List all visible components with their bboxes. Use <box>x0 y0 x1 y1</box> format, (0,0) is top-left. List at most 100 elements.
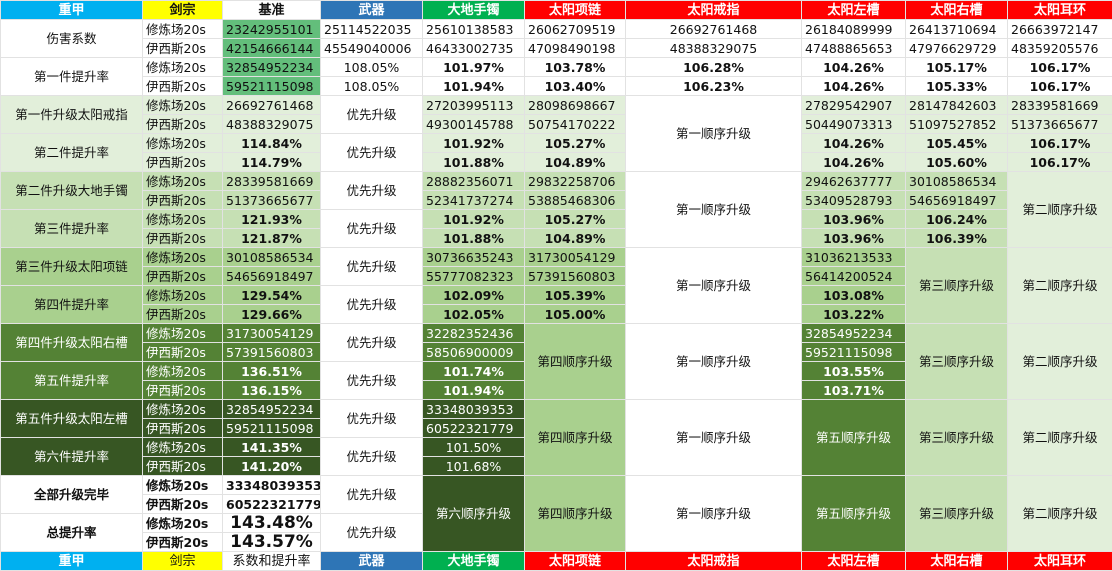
order-cell: 第六顺序升级 <box>422 475 525 552</box>
mode-label: 修炼场20s <box>142 57 223 77</box>
cell-value: 103.96% <box>801 209 906 229</box>
mode-label: 伊西斯20s <box>142 342 223 362</box>
cell-value: 51097527852 <box>905 114 1008 134</box>
cell-value: 106.28% <box>625 57 802 77</box>
priority-cell: 优先升级 <box>320 361 423 400</box>
order-cell: 第四顺序升级 <box>524 323 626 400</box>
row-label-inc3: 第三件提升率 <box>0 209 143 248</box>
cell-value: 47976629729 <box>905 38 1008 58</box>
cell-value: 106.17% <box>1007 76 1112 96</box>
cell-value: 105.27% <box>524 209 626 229</box>
table-row: 伊西斯20s 136.15% 101.94% 103.71% <box>1 380 1112 400</box>
table-row: 伊西斯20s 57391560803 58506900009 595211150… <box>1 342 1112 362</box>
table-row: 伊西斯20s 60522321779 <box>1 494 1112 514</box>
row-label-up4: 第四件升级太阳右槽 <box>0 323 143 362</box>
priority-cell: 优先升级 <box>320 323 423 362</box>
cell-value: 114.84% <box>222 133 321 153</box>
table-row: 伤害系数 修炼场20s 23242955101 25114522035 2561… <box>0 19 1112 58</box>
footer-subclass: 剑宗 <box>142 551 223 571</box>
table-row: 伊西斯20s 48388329075 49300145788 507541702… <box>1 114 1112 134</box>
cell-value: 59521115098 <box>222 418 321 438</box>
mode-label: 伊西斯20s <box>142 228 223 248</box>
mode-label: 修炼场20s <box>142 323 223 343</box>
cell-value: 32854952234 <box>801 323 906 343</box>
cell-value: 101.74% <box>422 361 525 381</box>
cell-value: 31036213533 <box>801 247 906 267</box>
cell-value: 104.26% <box>801 152 906 172</box>
order-cell: 第三顺序升级 <box>905 399 1008 476</box>
mode-label: 修炼场20s <box>142 171 223 191</box>
cell-value: 30108586534 <box>905 171 1008 191</box>
priority-cell: 优先升级 <box>320 475 423 514</box>
cell-value: 105.17% <box>905 57 1008 77</box>
footer-right-slot: 太阳右槽 <box>905 551 1008 571</box>
cell-value: 31730054129 <box>222 323 321 343</box>
cell-value: 50754170222 <box>524 114 626 134</box>
cell-value: 26184089999 <box>801 19 906 39</box>
cell-value: 28098698667 <box>524 95 626 115</box>
header-bracelet: 大地手镯 <box>422 0 525 20</box>
row-label-up3: 第三件升级太阳项链 <box>0 247 143 286</box>
header-subclass: 剑宗 <box>142 0 223 20</box>
mode-label: 修炼场20s <box>142 437 223 457</box>
mode-label: 修炼场20s <box>142 285 223 305</box>
table-row: 全部升级完毕 修炼场20s 33348039353 优先升级 第六顺序升级 第四… <box>0 475 1112 552</box>
mode-label: 修炼场20s <box>142 361 223 381</box>
cell-value: 47098490198 <box>524 38 626 58</box>
cell-value: 28339581669 <box>222 171 321 191</box>
table-row: 第五件升级太阳左槽 修炼场20s 32854952234 优先升级 333480… <box>0 399 1112 476</box>
row-label-inc4: 第四件提升率 <box>0 285 143 324</box>
cell-value: 53409528793 <box>801 190 906 210</box>
row-label-damage: 伤害系数 <box>0 19 143 58</box>
cell-value: 105.60% <box>905 152 1008 172</box>
table-row: 伊西斯20s 59521115098 60522321779 <box>1 418 1112 438</box>
cell-value: 51373665677 <box>222 190 321 210</box>
header-row: 重甲 剑宗 基准 武器 大地手镯 太阳项链 太阳戒指 太阳左槽 太阳右槽 太阳耳… <box>0 0 1112 20</box>
mode-label: 伊西斯20s <box>142 266 223 286</box>
cell-value: 25114522035 <box>320 19 423 39</box>
cell-value: 103.08% <box>801 285 906 305</box>
order-cell: 第二顺序升级 <box>1007 399 1112 476</box>
cell-value: 106.23% <box>625 76 802 96</box>
cell-value: 30736635243 <box>422 247 525 267</box>
order-cell: 第一顺序升级 <box>625 323 802 400</box>
mode-label: 伊西斯20s <box>142 494 223 514</box>
cell-value: 28147842603 <box>905 95 1008 115</box>
cell-value: 56414200524 <box>801 266 906 286</box>
cell-value: 103.55% <box>801 361 906 381</box>
footer-bracelet: 大地手镯 <box>422 551 525 571</box>
cell-value: 32854952234 <box>222 399 321 419</box>
priority-cell: 优先升级 <box>320 513 423 552</box>
table-row: 第六件提升率 修炼场20s 141.35% 优先升级 101.50% <box>0 437 1112 476</box>
cell-value: 26692761468 <box>222 95 321 115</box>
order-cell: 第四顺序升级 <box>524 399 626 476</box>
cell-value: 104.26% <box>801 133 906 153</box>
mode-label: 修炼场20s <box>142 133 223 153</box>
cell-value: 47488865653 <box>801 38 906 58</box>
cell-value: 48388329075 <box>625 38 802 58</box>
cell-value: 103.22% <box>801 304 906 324</box>
mode-label: 修炼场20s <box>142 247 223 267</box>
order-cell: 第三顺序升级 <box>905 475 1008 552</box>
cell-value: 105.45% <box>905 133 1008 153</box>
table-row: 伊西斯20s 42154666144 45549040006 464330027… <box>1 38 1112 58</box>
order-cell: 第五顺序升级 <box>801 475 906 552</box>
cell-value: 23242955101 <box>222 19 321 39</box>
cell-value: 101.50% <box>422 437 525 457</box>
cell-value: 129.54% <box>222 285 321 305</box>
footer-class: 重甲 <box>0 551 143 571</box>
cell-value: 59521115098 <box>222 76 321 96</box>
mode-label: 修炼场20s <box>142 95 223 115</box>
row-label-total: 总提升率 <box>0 513 143 552</box>
cell-value: 106.17% <box>1007 152 1112 172</box>
cell-value: 58506900009 <box>422 342 525 362</box>
header-class: 重甲 <box>0 0 143 20</box>
footer-row: 重甲 剑宗 系数和提升率 武器 大地手镯 太阳项链 太阳戒指 太阳左槽 太阳右槽… <box>0 551 1112 571</box>
table-row: 伊西斯20s 59521115098 108.05% 101.94% 103.4… <box>1 76 1112 96</box>
cell-value: 101.92% <box>422 209 525 229</box>
table-row: 第一件提升率 修炼场20s 32854952234 108.05% 101.97… <box>0 57 1112 96</box>
mode-label: 修炼场20s <box>142 475 223 495</box>
mode-label: 伊西斯20s <box>142 190 223 210</box>
cell-value: 26663972147 <box>1007 19 1112 39</box>
footer-left-slot: 太阳左槽 <box>801 551 906 571</box>
